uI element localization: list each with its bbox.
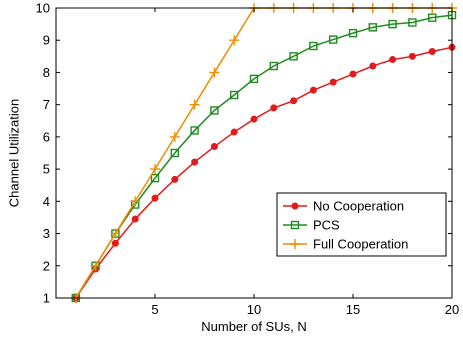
y-axis-label: Channel Utilization [6, 99, 21, 207]
legend-marker [290, 239, 300, 249]
series-no-cooperation [72, 43, 456, 302]
y-tick-label: 9 [43, 33, 50, 48]
data-point-pcs [269, 61, 278, 71]
y-tick-label: 8 [43, 65, 50, 80]
data-point-no-cooperation [131, 215, 139, 223]
legend-marker [290, 220, 300, 230]
data-point-no-cooperation [230, 128, 238, 136]
legend-label: Full Cooperation [313, 237, 408, 252]
data-point-pcs [229, 90, 239, 100]
data-point-pcs [368, 23, 377, 32]
legend-marker [291, 202, 299, 210]
data-point-pcs [408, 18, 417, 27]
series-pcs [71, 10, 457, 303]
data-point-pcs [249, 74, 259, 84]
data-point-pcs [329, 35, 338, 44]
data-point-no-cooperation [408, 52, 416, 60]
data-point-no-cooperation [309, 86, 317, 94]
data-point-no-cooperation [389, 56, 397, 64]
data-point-pcs [150, 173, 160, 183]
legend-item-pcs: PCS [283, 218, 340, 233]
data-point-pcs [190, 126, 199, 135]
data-point-full-cooperation [150, 164, 160, 175]
data-point-pcs [170, 148, 180, 158]
data-point-pcs [388, 19, 397, 29]
legend-item-full-cooperation: Full Cooperation [283, 237, 408, 252]
legend-item-no-cooperation: No Cooperation [283, 199, 404, 214]
data-point-full-cooperation [189, 99, 200, 110]
y-tick-label: 10 [36, 1, 50, 16]
data-point-full-cooperation [130, 196, 141, 207]
data-point-no-cooperation [290, 97, 298, 105]
data-point-no-cooperation [428, 48, 436, 55]
y-tick-label: 6 [43, 129, 50, 144]
axis-ticks: 5 10 15 20 1 2 3 4 5 6 7 8 9 10 [36, 1, 460, 318]
data-point-no-cooperation [151, 194, 159, 202]
x-tick-label: 15 [346, 302, 360, 317]
y-tick-label: 3 [43, 226, 50, 241]
data-point-no-cooperation [349, 70, 357, 78]
data-point-no-cooperation [171, 175, 179, 183]
data-point-no-cooperation [250, 115, 258, 123]
y-tick-label: 4 [43, 194, 50, 209]
legend: No Cooperation PCS Full Cooperation [276, 192, 447, 257]
x-axis-label: Number of SUs, N [201, 319, 306, 334]
data-point-pcs [309, 41, 318, 51]
data-point-full-cooperation [209, 67, 220, 78]
data-point-no-cooperation [191, 158, 199, 166]
data-point-no-cooperation [210, 143, 218, 151]
data-point-full-cooperation [90, 260, 101, 271]
y-tick-label: 5 [43, 162, 50, 177]
data-point-no-cooperation [329, 78, 337, 86]
data-point-no-cooperation [270, 104, 278, 112]
data-point-pcs [210, 106, 219, 115]
x-tick-label: 5 [151, 302, 158, 317]
data-point-full-cooperation [229, 35, 240, 46]
y-tick-label: 1 [43, 291, 50, 306]
data-point-full-cooperation [110, 228, 121, 239]
x-tick-label: 10 [247, 302, 261, 317]
data-point-pcs [428, 13, 437, 22]
data-point-pcs [289, 52, 298, 61]
data-point-no-cooperation [111, 239, 119, 247]
data-point-full-cooperation [169, 131, 180, 142]
data-point-no-cooperation [369, 62, 377, 70]
y-tick-label: 2 [43, 258, 50, 273]
legend-label: PCS [313, 218, 340, 233]
legend-label: No Cooperation [313, 199, 404, 214]
x-tick-label: 20 [445, 302, 459, 317]
y-tick-label: 7 [43, 97, 50, 112]
data-point-pcs [348, 28, 358, 38]
